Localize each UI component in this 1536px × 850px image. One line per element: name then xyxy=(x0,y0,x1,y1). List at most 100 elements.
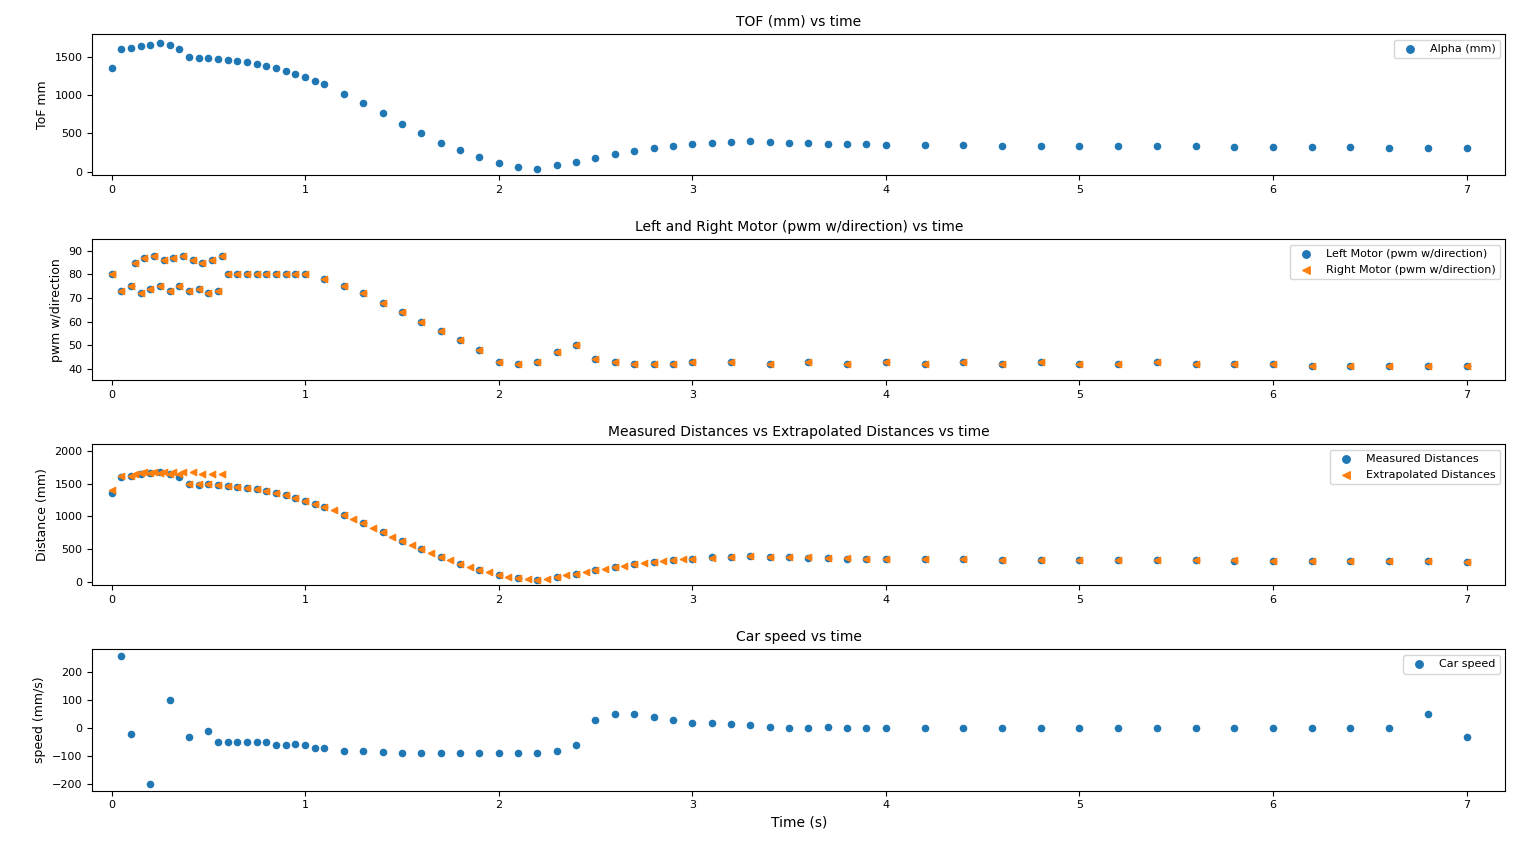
Measured Distances xyxy=(197,478,221,491)
Car speed xyxy=(303,741,327,755)
Extrapolated Distances xyxy=(496,570,521,583)
Measured Distances xyxy=(1106,553,1130,567)
Car speed xyxy=(447,746,472,760)
Measured Distances xyxy=(1455,555,1479,569)
Alpha (mm) xyxy=(206,53,230,66)
Alpha (mm) xyxy=(283,67,307,81)
Measured Distances xyxy=(1338,554,1362,568)
Measured Distances xyxy=(622,558,647,571)
Right Motor (pwm w/direction) xyxy=(181,253,206,267)
Extrapolated Distances xyxy=(573,565,598,579)
Alpha (mm) xyxy=(244,57,269,71)
Measured Distances xyxy=(467,563,492,576)
Left Motor (pwm w/direction) xyxy=(429,324,453,337)
Alpha (mm) xyxy=(147,37,172,50)
Car speed xyxy=(816,720,840,734)
Left Motor (pwm w/direction) xyxy=(660,357,685,371)
Right Motor (pwm w/direction) xyxy=(641,357,665,371)
Extrapolated Distances xyxy=(1106,553,1130,567)
Extrapolated Distances xyxy=(670,552,694,566)
Right Motor (pwm w/direction) xyxy=(505,357,530,371)
Extrapolated Distances xyxy=(409,542,433,556)
Right Motor (pwm w/direction) xyxy=(273,268,298,281)
Extrapolated Distances xyxy=(505,571,530,585)
Alpha (mm) xyxy=(816,137,840,150)
Alpha (mm) xyxy=(757,135,782,149)
Car speed xyxy=(370,745,395,759)
Alpha (mm) xyxy=(370,107,395,121)
Right Motor (pwm w/direction) xyxy=(235,268,260,281)
Measured Distances xyxy=(273,489,298,502)
Alpha (mm) xyxy=(167,42,192,56)
Right Motor (pwm w/direction) xyxy=(177,284,201,298)
Left Motor (pwm w/direction) xyxy=(1455,360,1479,373)
Legend: Alpha (mm): Alpha (mm) xyxy=(1395,40,1499,59)
Alpha (mm) xyxy=(796,137,820,150)
Measured Distances xyxy=(253,484,278,498)
Measured Distances xyxy=(1029,553,1054,567)
Extrapolated Distances xyxy=(283,491,307,505)
Extrapolated Distances xyxy=(613,558,637,572)
Left Motor (pwm w/direction) xyxy=(951,354,975,368)
Extrapolated Distances xyxy=(109,469,134,483)
Extrapolated Distances xyxy=(719,550,743,564)
X-axis label: Time (s): Time (s) xyxy=(771,816,826,830)
Right Motor (pwm w/direction) xyxy=(118,280,143,293)
Left Motor (pwm w/direction) xyxy=(525,354,550,368)
Extrapolated Distances xyxy=(177,477,201,490)
Extrapolated Distances xyxy=(564,567,588,581)
Right Motor (pwm w/direction) xyxy=(209,249,233,263)
Extrapolated Distances xyxy=(1299,554,1324,568)
Right Motor (pwm w/direction) xyxy=(100,268,124,281)
Measured Distances xyxy=(332,508,356,522)
Measured Distances xyxy=(874,552,899,566)
Car speed xyxy=(564,738,588,751)
Right Motor (pwm w/direction) xyxy=(123,256,147,269)
Measured Distances xyxy=(1183,553,1207,567)
Car speed xyxy=(584,713,608,727)
Car speed xyxy=(1144,722,1169,735)
Alpha (mm) xyxy=(487,156,511,170)
Car speed xyxy=(264,738,289,751)
Extrapolated Distances xyxy=(312,501,336,514)
Alpha (mm) xyxy=(1455,141,1479,155)
Extrapolated Distances xyxy=(816,551,840,564)
Extrapolated Distances xyxy=(152,465,177,479)
Alpha (mm) xyxy=(1144,139,1169,153)
Car speed xyxy=(283,737,307,751)
Right Motor (pwm w/direction) xyxy=(1106,357,1130,371)
Alpha (mm) xyxy=(641,141,665,155)
Measured Distances xyxy=(505,571,530,585)
Measured Distances xyxy=(836,552,860,565)
Right Motor (pwm w/direction) xyxy=(186,281,210,295)
Left Motor (pwm w/direction) xyxy=(141,249,166,263)
Car speed xyxy=(680,716,705,729)
Extrapolated Distances xyxy=(303,497,327,511)
Measured Distances xyxy=(350,516,375,530)
Measured Distances xyxy=(109,470,134,484)
Measured Distances xyxy=(816,552,840,565)
Right Motor (pwm w/direction) xyxy=(1223,357,1247,371)
Left Motor (pwm w/direction) xyxy=(264,268,289,281)
Measured Distances xyxy=(312,501,336,514)
Car speed xyxy=(989,722,1014,735)
Left Motor (pwm w/direction) xyxy=(505,357,530,371)
Extrapolated Distances xyxy=(390,535,415,548)
Measured Distances xyxy=(177,477,201,490)
Left Motor (pwm w/direction) xyxy=(1376,360,1401,373)
Right Motor (pwm w/direction) xyxy=(564,338,588,352)
Car speed xyxy=(854,722,879,735)
Measured Distances xyxy=(1144,553,1169,567)
Left Motor (pwm w/direction) xyxy=(487,354,511,368)
Car speed xyxy=(467,746,492,760)
Alpha (mm) xyxy=(1106,139,1130,153)
Extrapolated Distances xyxy=(874,552,899,565)
Extrapolated Distances xyxy=(836,552,860,565)
Right Motor (pwm w/direction) xyxy=(836,357,860,371)
Left Motor (pwm w/direction) xyxy=(197,286,221,300)
Left Motor (pwm w/direction) xyxy=(167,280,192,293)
Extrapolated Distances xyxy=(341,513,366,526)
Measured Distances xyxy=(854,552,879,565)
Left Motor (pwm w/direction) xyxy=(244,268,269,281)
Car speed xyxy=(409,746,433,760)
